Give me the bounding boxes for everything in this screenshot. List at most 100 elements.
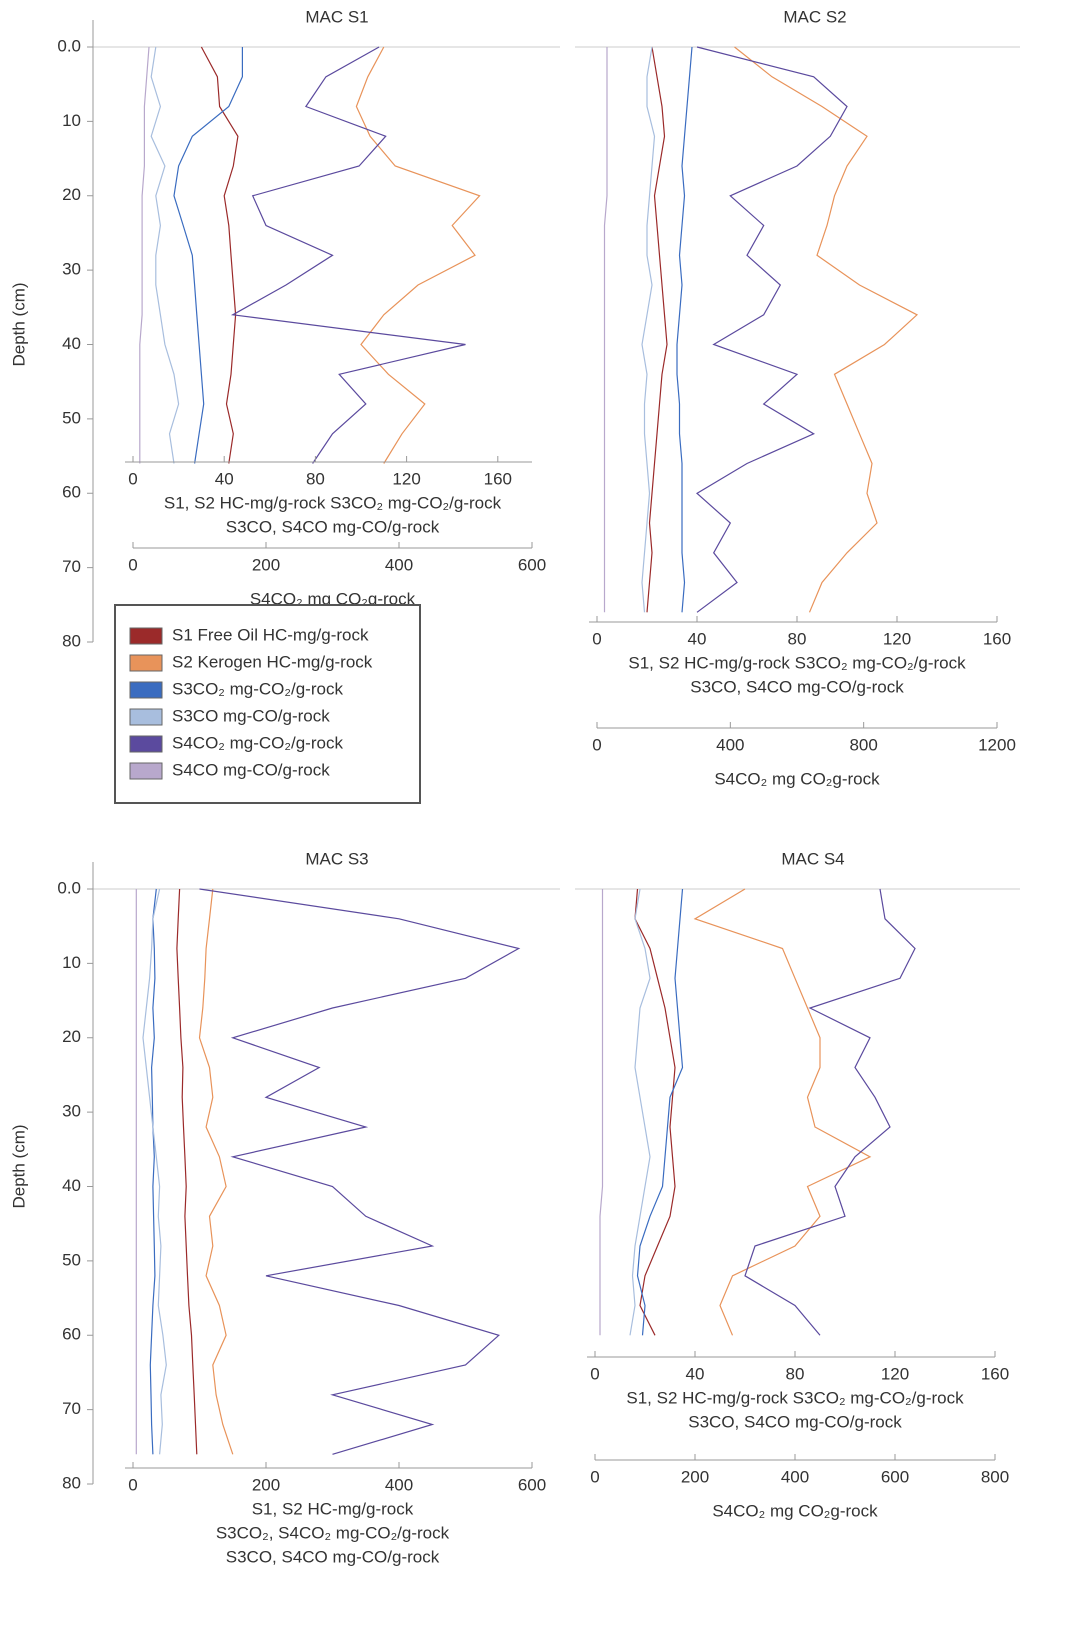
series-line: [150, 46, 180, 464]
series-line: [139, 46, 150, 464]
x-tick-label: 80: [306, 469, 325, 488]
legend-label: S3CO₂ mg-CO₂/g-rock: [172, 679, 343, 698]
series-line: [634, 888, 676, 1336]
x2-tick-label: 1200: [978, 735, 1016, 754]
y-tick-label: 80: [62, 1473, 81, 1492]
y-tick-label: 20: [62, 185, 81, 204]
x2-tick-label: 200: [252, 555, 280, 574]
y-tick-label: 50: [62, 408, 81, 427]
x2-tick-label: 600: [518, 555, 546, 574]
x2-axis-label: S4CO₂ mg CO₂g-rock: [712, 1501, 878, 1520]
y-tick-label: 10: [62, 111, 81, 130]
x-tick-label: 160: [484, 469, 512, 488]
legend-swatch: [129, 654, 163, 672]
x-axis-label: S3CO, S4CO mg-CO/g-rock: [690, 677, 904, 696]
x-axis-label: S1, S2 HC-mg/g-rock: [252, 1499, 414, 1518]
y-tick-label: 30: [62, 260, 81, 279]
series-line: [603, 47, 608, 613]
y-tick-label: 10: [62, 953, 81, 972]
y-tick-label: 0.0: [57, 878, 81, 897]
y-tick-label: 80: [62, 631, 81, 650]
x-tick-label: 160: [983, 629, 1011, 648]
legend-label: S1 Free Oil HC-mg/g-rock: [172, 625, 369, 644]
y-tick-label: 50: [62, 1250, 81, 1269]
x-axis-label: S3CO₂, S4CO₂ mg-CO₂/g-rock: [216, 1523, 450, 1542]
series-line: [142, 888, 167, 1455]
x-axis-label: S1, S2 HC-mg/g-rock S3CO₂ mg-CO₂/g-rock: [628, 653, 966, 672]
series-line: [355, 46, 481, 464]
x-axis-label: S1, S2 HC-mg/g-rock S3CO₂ mg-CO₂/g-rock: [164, 493, 502, 512]
y-axis-label: Depth (cm): [9, 282, 28, 366]
x-tick-label: 0: [128, 469, 137, 488]
x2-tick-label: 0: [590, 1467, 599, 1486]
legend-swatch: [129, 627, 163, 645]
x2-tick-label: 800: [981, 1467, 1009, 1486]
x-axis-label: S1, S2 HC-mg/g-rock S3CO₂ mg-CO₂/g-rock: [626, 1388, 964, 1407]
x2-tick-label: 600: [881, 1467, 909, 1486]
y-axis-label: Depth (cm): [9, 1124, 28, 1208]
x-tick-label: 0: [592, 629, 601, 648]
x-tick-label: 40: [215, 469, 234, 488]
y-tick-label: 60: [62, 1325, 81, 1344]
series-line: [629, 888, 651, 1336]
x-tick-label: 120: [883, 629, 911, 648]
legend-swatch: [129, 681, 163, 699]
legend-label: S3CO mg-CO/g-rock: [172, 706, 330, 725]
series-line: [646, 46, 668, 613]
y-tick-label: 0.0: [57, 36, 81, 55]
x2-axis-label: S4CO₂ mg CO₂g-rock: [250, 589, 416, 608]
x-axis-label: S3CO, S4CO mg-CO/g-rock: [688, 1412, 902, 1431]
legend-swatch: [129, 735, 163, 753]
legend-box: [114, 604, 421, 804]
x2-tick-label: 400: [716, 735, 744, 754]
y-tick-label: 40: [62, 334, 81, 353]
series-line: [744, 888, 916, 1336]
x-tick-label: 0: [128, 1475, 137, 1494]
series-line: [676, 46, 693, 613]
panel-title: MAC S2: [783, 7, 846, 26]
panel: MAC S2 0 40 80 120 160 S1, S2 HC-mg/g-rock S3C…: [575, 7, 1020, 788]
legend-label: S2 Kerogen HC-mg/g-rock: [172, 652, 373, 671]
panel-title: MAC S1: [305, 7, 368, 26]
x2-tick-label: 200: [681, 1467, 709, 1486]
y-tick-label: 70: [62, 557, 81, 576]
x-tick-label: 0: [590, 1364, 599, 1383]
series-line: [176, 888, 198, 1455]
x-tick-label: 40: [688, 629, 707, 648]
x-tick-label: 80: [788, 629, 807, 648]
x-tick-label: 120: [392, 469, 420, 488]
x-tick-label: 40: [686, 1364, 705, 1383]
y-tick-label: 60: [62, 483, 81, 502]
legend: S1 Free Oil HC-mg/g-rock S2 Kerogen HC-mg…: [114, 604, 421, 804]
series-line: [200, 46, 239, 464]
series-line: [693, 888, 872, 1336]
series-line: [199, 888, 521, 1455]
panel-title: MAC S4: [781, 849, 844, 868]
series-line: [173, 47, 243, 464]
legend-label: S4CO₂ mg-CO₂/g-rock: [172, 733, 343, 752]
legend-label: S4CO mg-CO/g-rock: [172, 760, 330, 779]
x-axis-label: S3CO, S4CO mg-CO/g-rock: [226, 517, 440, 536]
series-line: [230, 46, 466, 464]
y-tick-label: 40: [62, 1176, 81, 1195]
panel: MAC S3 0.0 10 20 30 40 50 60 70 80 Depth (cm) 0 200 4…: [9, 849, 560, 1566]
x-tick-label: 80: [786, 1364, 805, 1383]
panel: MAC S1 0.0 10 20 30 40 50 60 70 80 Depth (cm) 0 40 80…: [9, 7, 560, 804]
legend-swatch: [129, 762, 163, 780]
series-line: [641, 46, 656, 613]
x-tick-label: 200: [252, 1475, 280, 1494]
x2-tick-label: 800: [849, 735, 877, 754]
panel: MAC S4 0 40 80 120 160 S1, S2 HC-mg/g-rock S3C…: [575, 849, 1020, 1520]
y-tick-label: 70: [62, 1399, 81, 1418]
x-axis-label: S3CO, S4CO mg-CO/g-rock: [226, 1547, 440, 1566]
legend-swatch: [129, 708, 163, 726]
series-line: [198, 888, 234, 1455]
x-tick-label: 120: [881, 1364, 909, 1383]
x2-tick-label: 400: [385, 555, 413, 574]
y-tick-label: 20: [62, 1027, 81, 1046]
series-line: [599, 889, 604, 1336]
series-line: [636, 888, 684, 1336]
x2-tick-label: 400: [781, 1467, 809, 1486]
series-line: [149, 888, 157, 1455]
